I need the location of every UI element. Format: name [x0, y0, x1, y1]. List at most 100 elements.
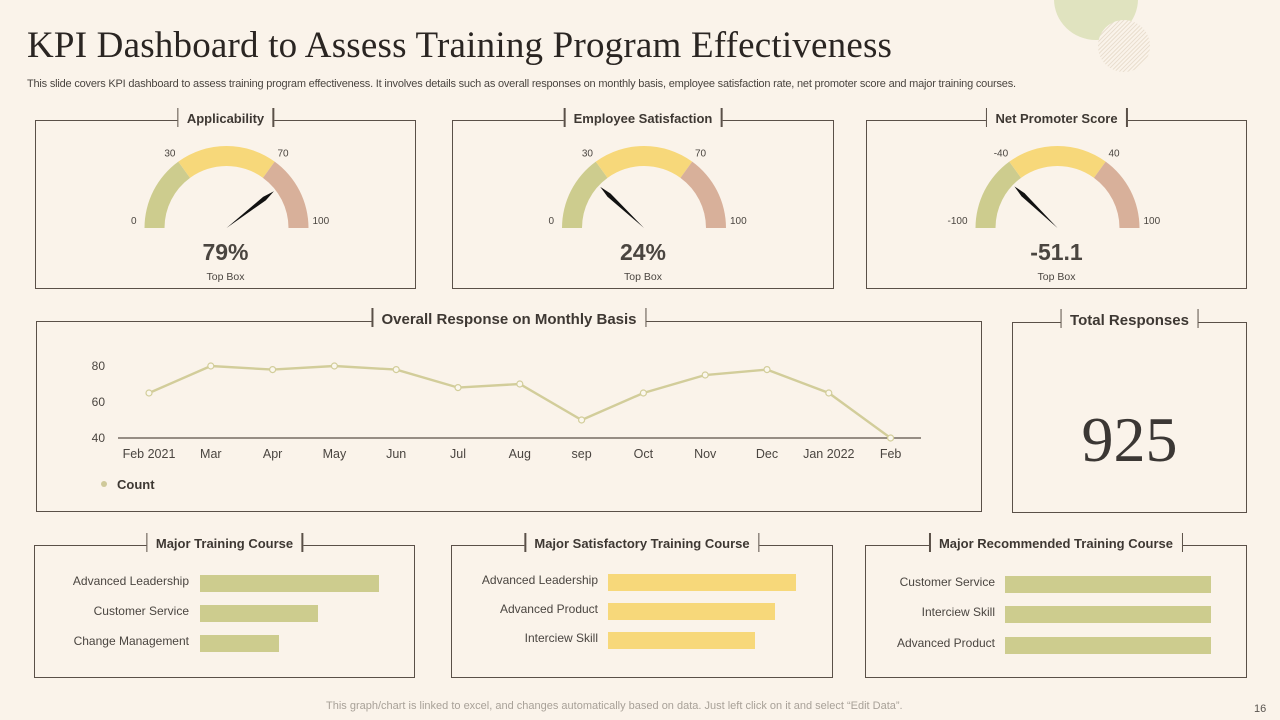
data-point[interactable] — [145, 389, 153, 397]
bar-label: Advanced Product — [499, 602, 598, 616]
bar-panel-major-training-course[interactable]: Major Training Course Advanced Leadershi… — [34, 533, 415, 678]
gauge-value: 24% — [619, 239, 667, 265]
gauge-band-mid — [1009, 146, 1106, 178]
panel-title: Major Recommended Training Course — [928, 533, 1184, 552]
data-point[interactable] — [701, 371, 709, 379]
gauge-tick-label: 100 — [1144, 216, 1161, 227]
bar[interactable] — [608, 574, 796, 591]
bar-label: Advanced Product — [896, 636, 995, 650]
data-point[interactable] — [639, 389, 648, 397]
gauge-chart: 0 30 70 100 — [548, 146, 747, 228]
bar-label: Advanced Leadership — [72, 574, 189, 588]
data-point[interactable] — [825, 389, 833, 397]
gauge-needle — [600, 186, 644, 228]
bar[interactable] — [1005, 637, 1211, 654]
gauge-band-low — [975, 161, 1022, 228]
gauge-tick-label: 30 — [164, 148, 176, 159]
data-point[interactable] — [454, 383, 462, 392]
gauge-tick-label: 0 — [548, 216, 554, 227]
x-tick-label: Dec — [756, 447, 778, 461]
gauge-tick-label: 0 — [131, 216, 137, 227]
x-tick-label: Jan 2022 — [803, 447, 854, 461]
gauge-tick-label: 40 — [1108, 148, 1120, 159]
data-point[interactable] — [577, 416, 586, 424]
data-point[interactable] — [516, 380, 524, 388]
bar[interactable] — [608, 603, 776, 620]
gauge-tick-label: 100 — [313, 216, 330, 227]
x-tick-label: sep — [572, 447, 592, 461]
gauge-band-low — [144, 161, 191, 228]
line-chart: 40 60 80 Feb 2021 Mar Apr May Jun Jul Aug sep Oct No… — [92, 359, 921, 492]
gauge-panel-employee-satisfaction[interactable]: Employee Satisfaction 0 30 70 100 24% Top B… — [452, 108, 834, 289]
gauge-band-high — [1093, 161, 1140, 228]
total-responses-panel: Total Responses 925 — [1012, 309, 1247, 513]
y-tick-label: 80 — [92, 359, 106, 373]
gauge-tick-label: 30 — [582, 148, 594, 159]
total-responses-value: 925 — [1081, 404, 1178, 475]
gauge-band-mid — [178, 146, 275, 178]
legend-label[interactable]: Count — [117, 477, 155, 492]
gauge-needle — [226, 191, 274, 228]
data-point[interactable] — [392, 365, 400, 374]
gauge-band-high — [262, 161, 309, 228]
y-tick-label: 60 — [92, 395, 106, 409]
gauge-chart: 0 30 70 100 — [131, 146, 330, 228]
bar[interactable] — [608, 632, 755, 649]
gauge-needle — [1014, 186, 1058, 228]
data-point[interactable] — [886, 434, 895, 442]
gauge-value: 79% — [202, 239, 249, 265]
data-point[interactable] — [763, 365, 771, 374]
footer-note: This graph/chart is linked to excel, and… — [326, 700, 903, 712]
panel-title: Overall Response on Monthly Basis — [371, 308, 647, 328]
x-tick-label: Feb 2021 — [123, 447, 176, 461]
series-line-count — [148, 364, 892, 439]
x-tick-label: May — [323, 447, 347, 461]
gauge-band-high — [680, 161, 726, 228]
data-point[interactable] — [330, 362, 338, 370]
gauge-sublabel: Top Box — [624, 271, 662, 283]
bar[interactable] — [1005, 576, 1211, 593]
bar[interactable] — [200, 635, 279, 652]
gauge-chart: -100 -40 40 100 — [947, 146, 1161, 228]
y-tick-label: 40 — [92, 431, 106, 445]
panel-title: Total Responses — [1060, 309, 1199, 329]
gauge-band-low — [562, 161, 608, 228]
panel-title: Net Promoter Score — [985, 108, 1128, 127]
panel-title: Applicability — [176, 108, 275, 127]
gauge-tick-label: -100 — [947, 216, 967, 227]
bar-label: Advanced Leadership — [481, 573, 598, 587]
bar-panel-major-satisfactory-training-course[interactable]: Major Satisfactory Training Course Advan… — [451, 533, 833, 678]
gauge-sublabel: Top Box — [1037, 271, 1076, 283]
page-title: KPI Dashboard to Assess Training Program… — [27, 25, 893, 66]
x-tick-label: Mar — [200, 447, 222, 461]
gauge-panel-applicability[interactable]: Applicability 0 30 70 100 79% Top Box — [35, 108, 416, 289]
bar[interactable] — [1005, 606, 1211, 623]
bar-label: Change Management — [73, 634, 189, 648]
gauge-panel-net-promoter-score[interactable]: Net Promoter Score -100 -40 40 100 -51.1 To… — [866, 108, 1247, 289]
legend-marker — [101, 481, 107, 487]
x-tick-label: Jul — [450, 447, 466, 461]
x-tick-label: Feb — [880, 447, 902, 461]
bar-label: Interciew Skill — [524, 631, 598, 645]
panel-title: Major Satisfactory Training Course — [524, 533, 760, 552]
gauge-tick-label: 100 — [730, 216, 747, 227]
bar-panel-major-recommended-training-course[interactable]: Major Recommended Training Course Custom… — [865, 533, 1247, 678]
gauge-tick-label: 70 — [277, 148, 289, 159]
data-point[interactable] — [269, 365, 277, 374]
x-tick-label: Aug — [509, 447, 531, 461]
panel-title: Employee Satisfaction — [563, 108, 723, 127]
data-point[interactable] — [207, 362, 215, 370]
x-tick-label: Apr — [263, 447, 282, 461]
gauge-sublabel: Top Box — [206, 271, 245, 283]
x-tick-label: Nov — [694, 447, 717, 461]
bar-label: Customer Service — [93, 604, 189, 618]
bar[interactable] — [200, 575, 379, 592]
gauge-band-mid — [595, 146, 693, 178]
panel-title: Major Training Course — [145, 533, 304, 552]
bar[interactable] — [200, 605, 319, 622]
line-chart-panel[interactable]: Overall Response on Monthly Basis 40 60 80… — [36, 308, 982, 512]
bar-label: Interciew Skill — [921, 605, 995, 619]
x-tick-label: Jun — [386, 447, 406, 461]
decorative-circle-hatched — [1098, 20, 1150, 72]
page-number: 16 — [1254, 703, 1267, 715]
